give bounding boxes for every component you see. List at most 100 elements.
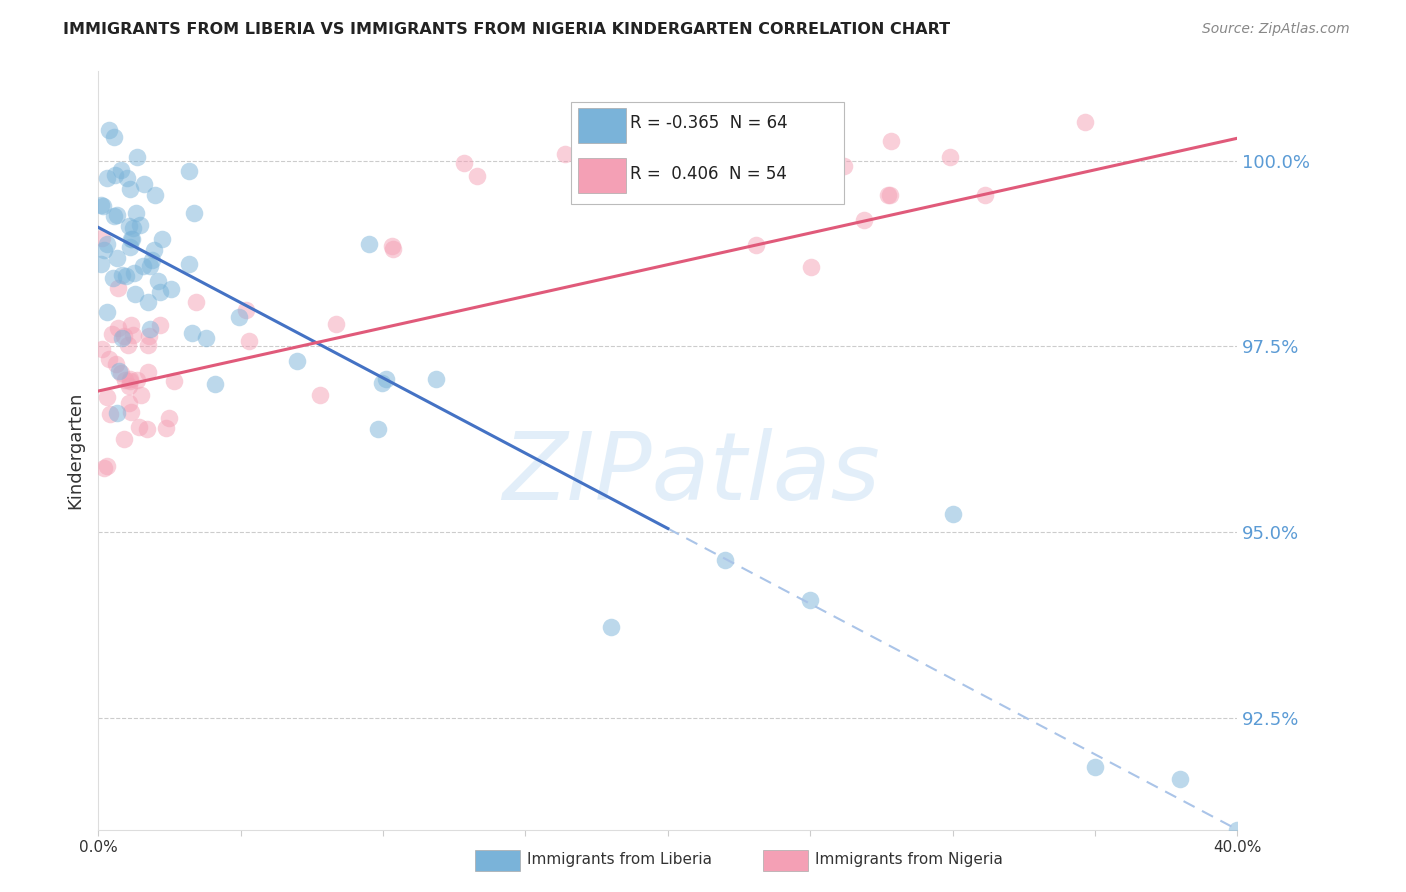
Point [93,244,115,258]
Point [181,326,204,340]
Point [183,206,205,220]
FancyBboxPatch shape [571,102,845,204]
Point [136,365,159,379]
Point [142,243,165,257]
Point [179,257,201,271]
Point [96,458,118,473]
Point [139,322,162,336]
Point [1084,760,1107,774]
Point [93,461,115,475]
Y-axis label: Kindergarten: Kindergarten [66,392,84,509]
Point [799,592,821,607]
Point [117,338,139,352]
Point [121,232,143,246]
Point [367,422,389,436]
Text: R =  0.406  N = 54: R = 0.406 N = 54 [630,165,787,183]
Point [104,168,127,182]
Point [105,208,128,222]
Point [136,338,159,352]
Point [179,164,201,178]
Point [745,237,768,252]
Point [371,376,394,390]
Point [107,321,129,335]
Point [115,170,138,185]
Point [101,326,124,341]
Point [103,271,125,285]
Point [91,199,114,213]
Point [111,268,134,283]
Point [155,420,177,434]
Point [96,237,118,252]
Point [600,620,623,634]
Point [880,134,903,148]
Point [120,405,142,419]
Point [127,373,149,387]
Point [228,310,250,325]
Point [1170,772,1192,787]
Point [149,318,172,332]
Point [554,146,576,161]
Text: IMMIGRANTS FROM LIBERIA VS IMMIGRANTS FROM NIGERIA KINDERGARTEN CORRELATION CHAR: IMMIGRANTS FROM LIBERIA VS IMMIGRANTS FR… [63,22,950,37]
Point [122,327,145,342]
Point [879,188,901,202]
Point [117,219,139,234]
Point [1226,822,1249,837]
Point [110,163,132,178]
Point [150,232,173,246]
Point [375,372,398,386]
Point [942,508,965,522]
Point [128,420,150,434]
Point [96,170,118,185]
Point [90,257,112,271]
Point [105,406,128,420]
Point [149,285,172,299]
Point [799,260,821,274]
Point [138,329,160,343]
Point [104,357,127,371]
Point [97,123,120,137]
Point [127,150,149,164]
Point [96,390,118,404]
Point [132,178,155,192]
Point [112,329,135,343]
Point [235,302,257,317]
Point [120,318,142,332]
Text: Source: ZipAtlas.com: Source: ZipAtlas.com [1202,22,1350,37]
Point [120,240,142,254]
Text: Immigrants from Liberia: Immigrants from Liberia [527,853,713,867]
Text: Immigrants from Nigeria: Immigrants from Nigeria [815,853,1004,867]
Point [96,305,118,319]
FancyBboxPatch shape [578,158,626,193]
Point [111,331,134,345]
Point [122,221,145,235]
Point [118,182,141,196]
Point [381,238,404,252]
Point [308,388,330,402]
Point [135,422,157,436]
Point [381,242,404,256]
Point [357,237,380,252]
Point [853,212,876,227]
Text: ZIPatlas: ZIPatlas [502,427,880,519]
Point [112,432,135,446]
Text: R = -0.365  N = 64: R = -0.365 N = 64 [630,114,787,132]
Point [98,351,121,366]
Point [90,198,112,212]
Point [204,376,226,391]
Point [114,373,136,387]
Point [91,342,114,356]
Point [90,231,112,245]
Point [832,159,855,173]
FancyBboxPatch shape [578,108,626,143]
Point [129,219,152,233]
Point [160,282,183,296]
Point [425,372,447,386]
Point [325,317,347,331]
Point [124,287,146,301]
Point [118,396,141,410]
Point [110,366,132,380]
Point [141,253,163,268]
Point [453,156,475,170]
Point [136,294,159,309]
Point [973,188,995,202]
